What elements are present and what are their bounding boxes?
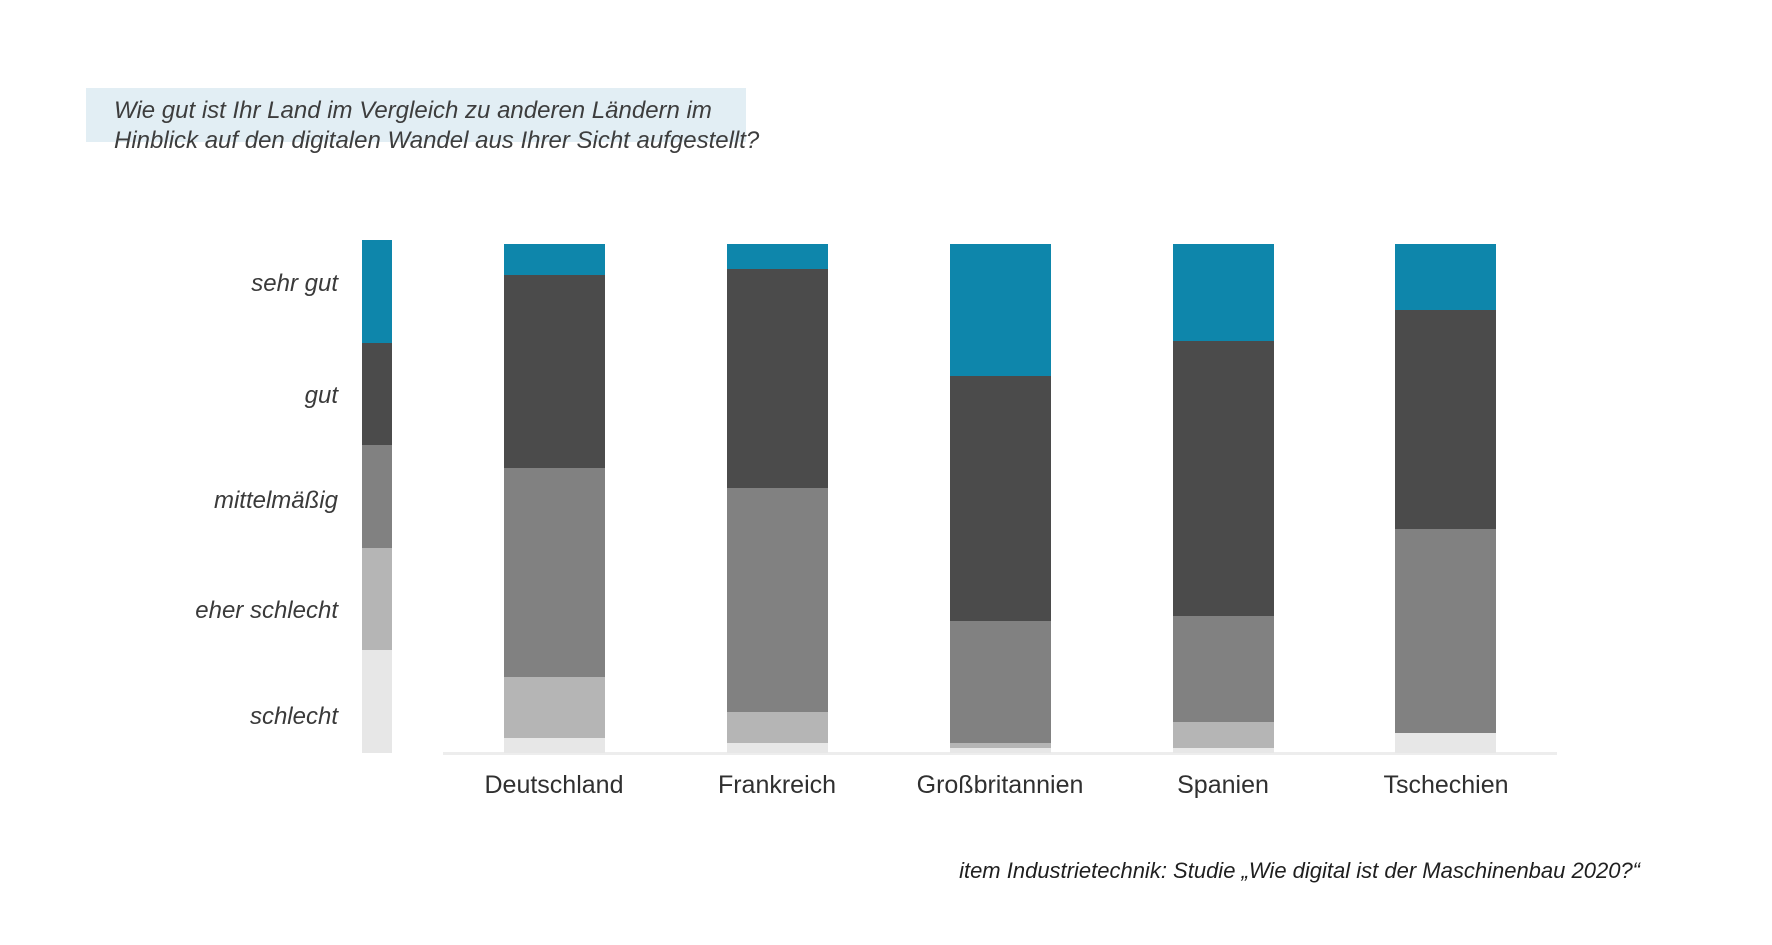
bar-segment-frankreich-eher-schlecht: [727, 712, 828, 743]
bar-segment-deutschland-sehr-gut: [504, 244, 605, 275]
x-label-frankreich: Frankreich: [717, 771, 837, 799]
bar-segment-grossbritannien-gut: [950, 376, 1051, 621]
bar-grossbritannien: [950, 244, 1051, 753]
bar-segment-deutschland-mittelmaessig: [504, 467, 605, 677]
bar-segment-tschechien-schlecht: [1395, 732, 1496, 753]
legend-label-mittelmaessig: mittelmäßig: [213, 487, 338, 514]
legend-label-eher-schlecht: eher schlecht: [195, 597, 338, 624]
legend-swatch-sehr-gut: [362, 240, 392, 343]
source-note: item Industrietechnik: Studie „Wie digit…: [959, 858, 1640, 883]
bar-segment-spanien-gut: [1173, 340, 1274, 616]
x-label-spanien: Spanien: [1177, 771, 1269, 799]
bar-segment-grossbritannien-sehr-gut: [950, 244, 1051, 377]
bar-segment-deutschland-eher-schlecht: [504, 676, 605, 738]
legend-swatch-schlecht: [362, 650, 392, 753]
bar-segment-deutschland-gut: [504, 274, 605, 468]
x-label-tschechien: Tschechien: [1383, 771, 1509, 799]
bar-segment-grossbritannien-mittelmaessig: [950, 620, 1051, 743]
bar-tschechien: [1395, 244, 1496, 753]
legend-label-sehr-gut: sehr gut: [251, 270, 338, 297]
bar-segment-spanien-mittelmaessig: [1173, 615, 1274, 723]
bar-segment-tschechien-mittelmaessig: [1395, 529, 1496, 733]
x-axis-baseline: [443, 752, 1557, 755]
bar-segment-frankreich-schlecht: [727, 742, 828, 754]
bar-segment-spanien-schlecht: [1173, 747, 1274, 753]
bar-frankreich: [727, 244, 828, 754]
bar-segment-spanien-sehr-gut: [1173, 244, 1274, 341]
bar-segment-spanien-eher-schlecht: [1173, 722, 1274, 748]
bar-segment-frankreich-sehr-gut: [727, 244, 828, 270]
chart-question-line2: Hinblick auf den digitalen Wandel aus Ih…: [114, 127, 760, 154]
x-label-deutschland: Deutschland: [484, 771, 624, 799]
legend-swatch-eher-schlecht: [362, 547, 392, 651]
bar-spanien: [1173, 244, 1274, 753]
bar-segment-frankreich-gut: [727, 269, 828, 489]
bar-segment-grossbritannien-eher-schlecht: [950, 742, 1051, 748]
legend-label-schlecht: schlecht: [249, 703, 338, 730]
bar-segment-tschechien-gut: [1395, 310, 1496, 530]
chart-question: Wie gut ist Ihr Land im Vergleich zu and…: [114, 96, 1014, 156]
chart-question-line1: Wie gut ist Ihr Land im Vergleich zu and…: [114, 97, 712, 124]
x-label-grossbritannien: Großbritannien: [916, 771, 1084, 799]
legend-swatch-mittelmaessig: [362, 445, 392, 548]
question-highlight: [86, 88, 746, 142]
legend-key-bar: [362, 240, 392, 753]
bar-segment-deutschland-schlecht: [504, 737, 605, 753]
legend-label-gut: gut: [304, 382, 338, 409]
bar-deutschland: [504, 244, 605, 753]
legend-swatch-gut: [362, 342, 392, 446]
bar-segment-tschechien-sehr-gut: [1395, 244, 1496, 311]
bar-segment-grossbritannien-schlecht: [950, 747, 1051, 753]
bar-segment-frankreich-mittelmaessig: [727, 488, 828, 713]
